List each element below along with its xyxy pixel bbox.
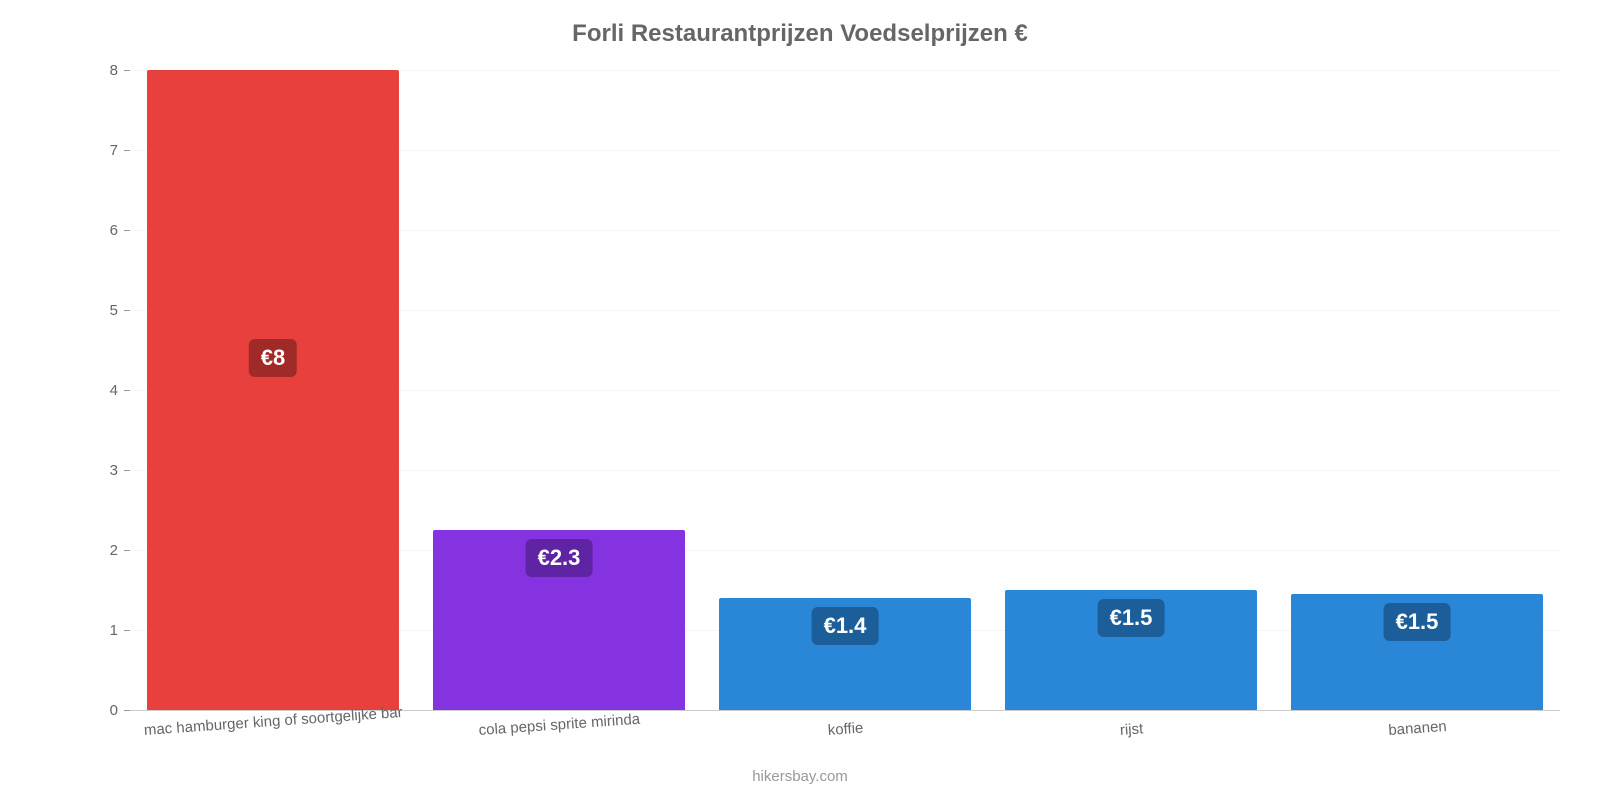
y-axis-label: 0 xyxy=(0,702,118,719)
bar xyxy=(147,70,399,710)
bar-value-label: €1.5 xyxy=(1384,603,1451,641)
plot-area: €8 €2.3 €1.4 €1.5 €1.5 xyxy=(130,70,1560,710)
y-tick xyxy=(124,310,130,311)
bar-value-label: €1.5 xyxy=(1098,599,1165,637)
y-axis-label: 3 xyxy=(0,462,118,479)
y-tick xyxy=(124,230,130,231)
price-chart: Forli Restaurantprijzen Voedselprijzen €… xyxy=(0,0,1600,800)
y-axis-label: 6 xyxy=(0,222,118,239)
bar-value-label: €8 xyxy=(249,339,297,377)
y-axis-label: 4 xyxy=(0,382,118,399)
bar-value-label: €2.3 xyxy=(526,539,593,577)
y-tick xyxy=(124,70,130,71)
y-tick xyxy=(124,150,130,151)
x-axis-label: bananen xyxy=(1388,718,1447,739)
y-axis-label: 7 xyxy=(0,142,118,159)
y-axis-label: 1 xyxy=(0,622,118,639)
y-axis-label: 2 xyxy=(0,542,118,559)
x-axis-label: rijst xyxy=(1119,720,1143,739)
x-axis-label: cola pepsi sprite mirinda xyxy=(478,711,641,739)
y-tick xyxy=(124,390,130,391)
y-axis-label: 5 xyxy=(0,302,118,319)
y-tick xyxy=(124,630,130,631)
y-axis-label: 8 xyxy=(0,62,118,79)
y-tick xyxy=(124,550,130,551)
attribution-text: hikersbay.com xyxy=(0,768,1600,785)
x-axis-label: koffie xyxy=(827,720,864,739)
chart-title: Forli Restaurantprijzen Voedselprijzen € xyxy=(0,20,1600,48)
bar-value-label: €1.4 xyxy=(812,607,879,645)
y-tick xyxy=(124,470,130,471)
